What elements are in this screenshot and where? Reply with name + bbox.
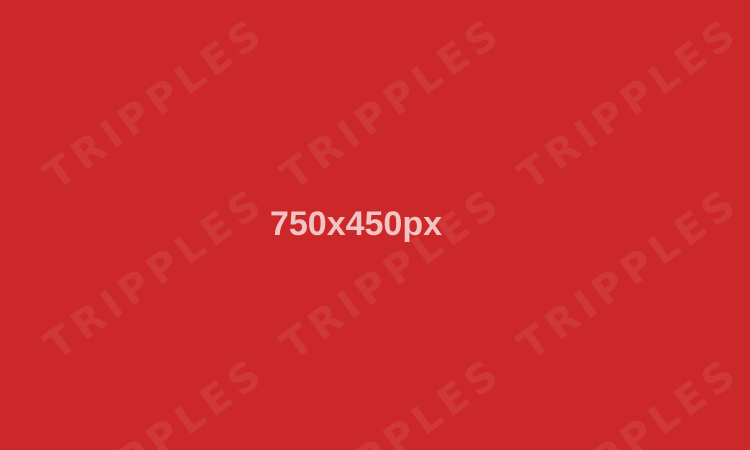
watermark-text: TRIPPLES <box>510 348 749 450</box>
dimension-label: 750x450px <box>269 205 443 243</box>
watermark-text: TRIPPLES <box>36 348 275 450</box>
watermark-text: TRIPPLES <box>510 8 749 200</box>
watermark-text: TRIPPLES <box>273 8 512 200</box>
watermark-text: TRIPPLES <box>36 8 275 200</box>
watermark-text: TRIPPLES <box>273 348 512 450</box>
